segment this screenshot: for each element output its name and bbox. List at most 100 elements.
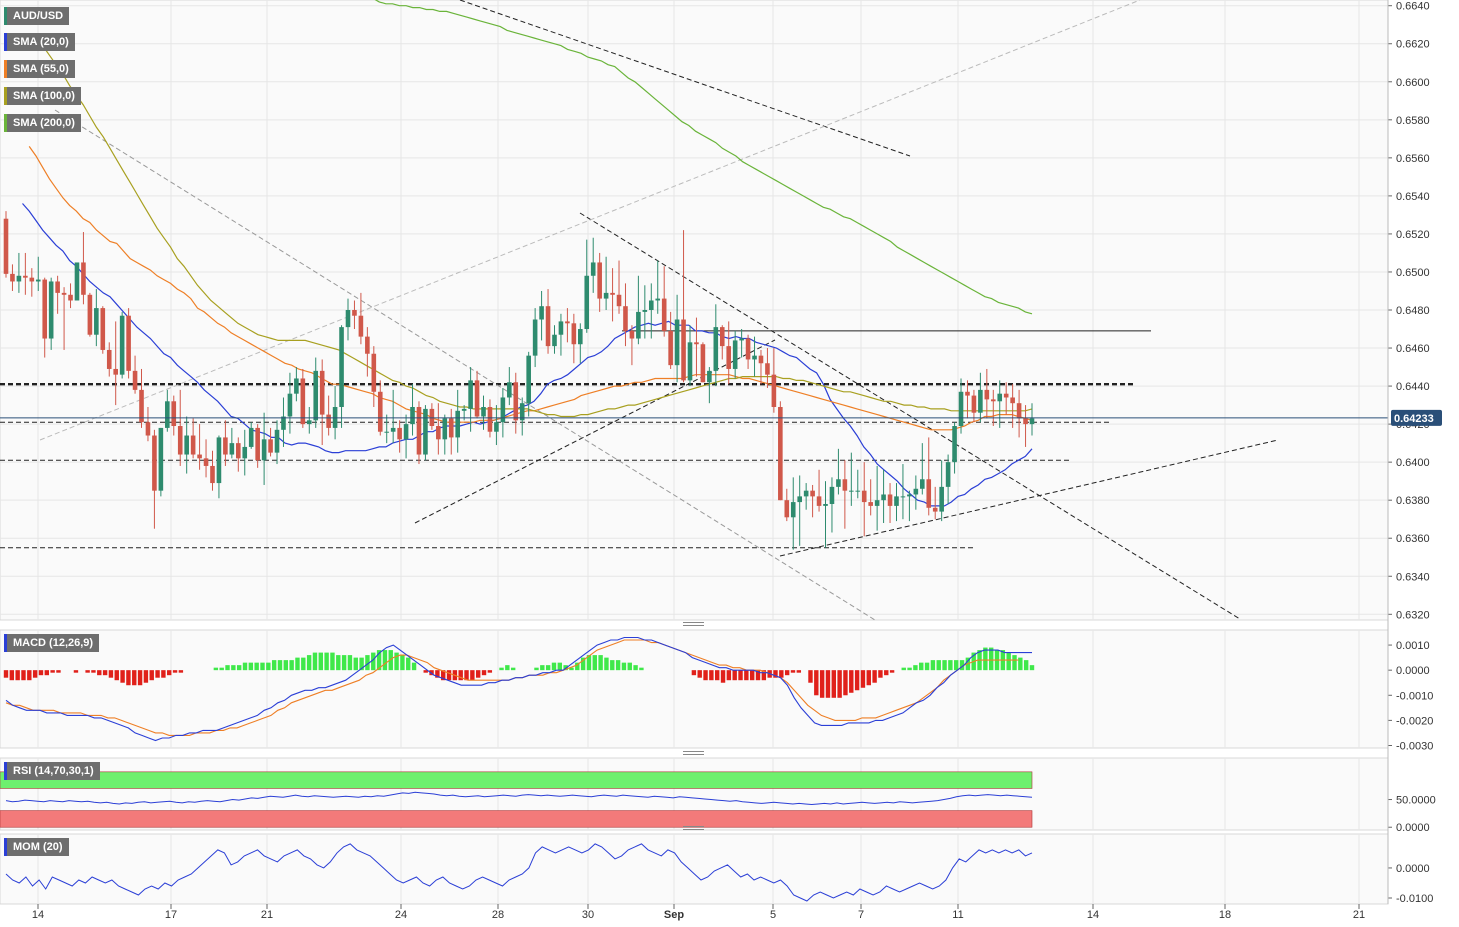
macd-histogram-bar xyxy=(411,662,417,671)
candle-body xyxy=(771,374,777,407)
candle-body xyxy=(145,422,151,436)
macd-histogram-bar xyxy=(738,670,743,681)
macd-histogram-bar xyxy=(32,670,38,678)
macd-histogram-bar xyxy=(901,667,906,671)
candle-body xyxy=(674,319,680,366)
candle-body xyxy=(707,370,712,383)
candle-body xyxy=(377,391,383,432)
macd-histogram-bar xyxy=(819,670,825,698)
candle-body xyxy=(339,327,344,407)
mom-label[interactable]: MOM (20) xyxy=(4,838,69,856)
macd-histogram-bar xyxy=(1006,652,1011,671)
candle-body xyxy=(274,429,280,453)
sma55-label[interactable]: SMA (55,0) xyxy=(4,60,75,78)
candle-body xyxy=(184,435,189,455)
macd-histogram-bar xyxy=(102,670,108,676)
candle-body xyxy=(384,431,390,433)
candle-body xyxy=(610,292,615,295)
x-tick-label: 11 xyxy=(952,909,963,921)
macd-line xyxy=(5,636,1032,742)
candle-body xyxy=(494,422,499,432)
macd-label[interactable]: MACD (12,26,9) xyxy=(4,634,100,652)
macd-histogram-bar xyxy=(15,670,20,681)
candle-body xyxy=(423,408,428,455)
price-tick-label: 0.6480 xyxy=(1396,305,1430,317)
macd-histogram-bar xyxy=(510,667,516,671)
macd-histogram-bar xyxy=(1023,660,1029,671)
candle-body xyxy=(23,275,28,278)
macd-histogram-bar xyxy=(365,655,370,671)
symbol-label[interactable]: AUD/USD xyxy=(4,7,70,25)
x-tick-label: 14 xyxy=(32,909,44,921)
macd-histogram-bar xyxy=(435,670,440,678)
rsi-overbought-zone xyxy=(0,771,1033,789)
candle-body xyxy=(784,500,790,518)
mom-tick-label: -0.0100 xyxy=(1396,893,1433,905)
trendline xyxy=(54,109,876,621)
macd-histogram-bar xyxy=(930,660,936,671)
candle-body xyxy=(907,494,912,497)
macd-tick-label: 0.0010 xyxy=(1396,640,1430,652)
candle-body xyxy=(803,490,809,497)
macd-histogram-bar xyxy=(948,660,953,671)
candle-body xyxy=(629,330,635,339)
candle-body xyxy=(87,294,93,335)
trendline xyxy=(459,0,911,157)
macd-histogram-bar xyxy=(551,662,557,671)
rsi-label[interactable]: RSI (14,70,30,1) xyxy=(4,762,100,780)
macd-histogram-bar xyxy=(988,647,994,671)
candle-body xyxy=(752,355,757,360)
macd-histogram-bar xyxy=(784,670,790,676)
macd-histogram-bar xyxy=(604,657,609,671)
macd-histogram-bar xyxy=(347,655,353,671)
macd-histogram-bar xyxy=(277,660,283,671)
macd-tick-label: -0.0020 xyxy=(1396,715,1433,727)
sma200-label[interactable]: SMA (200,0) xyxy=(4,114,81,132)
candle-body xyxy=(203,458,209,466)
macd-histogram-bar xyxy=(301,657,306,671)
sma100-label[interactable]: SMA (100,0) xyxy=(4,87,81,105)
candle-body xyxy=(261,439,267,461)
candle-body xyxy=(255,427,260,461)
macd-histogram-bar xyxy=(878,670,883,678)
macd-histogram-bar xyxy=(3,670,9,678)
sma-line xyxy=(28,146,1033,431)
macd-pane xyxy=(0,629,1389,749)
x-tick-label: 14 xyxy=(1087,909,1099,921)
macd-histogram-bar xyxy=(458,670,463,681)
candle-body xyxy=(487,406,493,432)
candle-body xyxy=(726,346,732,369)
rsi-oversold-zone xyxy=(0,810,1033,828)
candle-body xyxy=(319,370,325,415)
candle-body xyxy=(513,382,519,421)
candle-body xyxy=(642,310,648,312)
candle-body xyxy=(836,479,841,487)
macd-histogram-bar xyxy=(487,670,493,673)
candle-body xyxy=(216,437,222,484)
candle-body xyxy=(48,281,54,339)
macd-histogram-bar xyxy=(639,667,644,671)
candle-body xyxy=(326,414,331,428)
price-tick-label: 0.6560 xyxy=(1396,153,1430,165)
macd-histogram-bar xyxy=(441,670,446,681)
price-tick-label: 0.6400 xyxy=(1396,457,1430,469)
rsi-tick-label: 50.0000 xyxy=(1396,795,1436,807)
macd-histogram-bar xyxy=(575,662,580,671)
candle-body xyxy=(29,277,35,282)
macd-histogram-bar xyxy=(720,670,726,683)
macd-histogram-bar xyxy=(44,670,50,676)
candle-body xyxy=(390,427,396,432)
trendline xyxy=(779,439,1279,557)
macd-histogram-bar xyxy=(324,652,329,671)
macd-histogram-bar xyxy=(744,670,749,681)
candle-body xyxy=(1023,418,1028,425)
macd-histogram-bar xyxy=(248,662,254,671)
candle-body xyxy=(352,310,357,316)
candle-body xyxy=(455,410,460,438)
candle-body xyxy=(842,479,848,491)
candle-body xyxy=(10,273,15,282)
sma20-label[interactable]: SMA (20,0) xyxy=(4,33,75,51)
candle-body xyxy=(1029,418,1035,425)
candle-body xyxy=(849,490,854,492)
